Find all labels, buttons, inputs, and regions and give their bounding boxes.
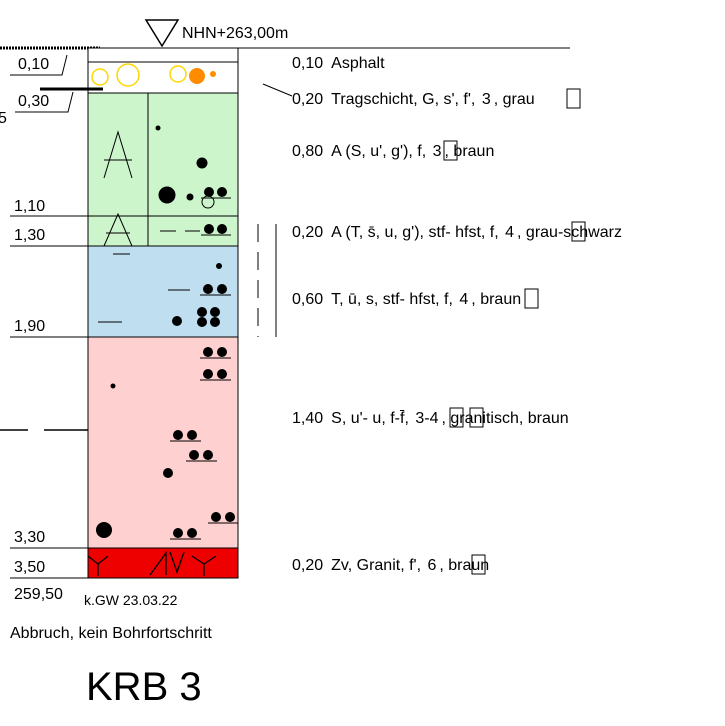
layer-description: 0,20 A (T, s̄, u, g'), stf- hfst, f, 4, g…: [292, 221, 622, 242]
depth-label: 0,10: [18, 56, 49, 73]
sand-pair-icon: [197, 317, 207, 327]
sand-pair-icon: [211, 512, 221, 522]
depth-line: [15, 91, 74, 113]
gravel-dot-icon: [96, 522, 112, 538]
class-box: [571, 221, 586, 242]
layer-description: 0,20 Tragschicht, G, s', f', 3, grau: [292, 88, 581, 109]
class-box: [449, 407, 464, 428]
depth-label: 3,30: [14, 529, 45, 546]
sand-pair-icon: [217, 347, 227, 357]
gravel-dot-icon: [196, 157, 208, 169]
sand-pair-icon: [187, 430, 197, 440]
depth-label: 1,90: [14, 318, 45, 335]
asphalt-dot-icon: [189, 68, 205, 84]
sand-pair-icon: [203, 284, 213, 294]
gravel-dot-icon: [172, 316, 182, 326]
class-box: [469, 407, 484, 428]
depth-label: 1,30: [14, 227, 45, 244]
depth-label: 3,50: [14, 559, 45, 576]
layer-description: 0,60 T, ū, s, stf- hfst, f, 4, braun: [292, 288, 539, 309]
layer-description: 0,80 A (S, u', g'), f, 3, braun: [292, 140, 494, 161]
depth-left-partial: 5: [0, 110, 7, 127]
sand-pair-icon: [189, 450, 199, 460]
layer-asphalt: [87, 47, 239, 63]
fill-a-symbol-icon: [103, 130, 133, 179]
bottom-elevation: 259,50: [14, 586, 63, 603]
gravel-dot-icon: [155, 125, 161, 131]
granite-symbol-icon: [169, 551, 185, 574]
sand-pair-icon: [217, 187, 227, 197]
sand-pair-icon: [203, 347, 213, 357]
layer-description: 0,20 Zv, Granit, f', 6, braun: [292, 554, 489, 575]
hollow-circle-icon: [201, 195, 215, 209]
sand-pair-icon: [204, 224, 214, 234]
granite-symbol-icon: [191, 555, 217, 576]
layer-description: 1,40 S, u'- u, f-f̄, 3-4, granitisch, bra…: [292, 407, 569, 428]
sand-pair-icon: [217, 224, 227, 234]
fill-a-symbol-icon: [103, 212, 133, 247]
sand-pair-icon: [217, 284, 227, 294]
layer-tragschicht: [87, 61, 239, 94]
class-box: [443, 140, 458, 161]
reference-level: NHN+263,00m: [182, 25, 288, 42]
asphalt-dot-icon: [210, 71, 216, 77]
class-box: [524, 288, 539, 309]
gravel-dot-icon: [163, 468, 173, 478]
granite-symbol-icon: [87, 555, 109, 576]
asphalt-circle-icon: [91, 68, 109, 86]
sand-pair-icon: [204, 187, 214, 197]
gravel-dot-icon: [216, 263, 222, 269]
sand-pair-icon: [210, 317, 220, 327]
sand-pair-icon: [217, 369, 227, 379]
layer-sand: [87, 336, 239, 549]
class-box: [566, 88, 581, 109]
svg-text:0,20A (T, s̄, u, g'), stf- hfs: 0,20 A (T, s̄, u, g'), stf- hfst, f, 4, g…: [292, 224, 622, 241]
level-triangle-icon: [144, 19, 180, 48]
groundwater-note: k.GW 23.03.22: [84, 592, 178, 608]
layer-granite: [87, 547, 239, 579]
granite-symbol-icon: [149, 551, 167, 576]
leader-line: [262, 83, 293, 97]
svg-text:0,80A (S, u', g'), f, 3, braun: 0,80 A (S, u', g'), f, 3, braun: [292, 143, 494, 160]
sand-pair-icon: [173, 430, 183, 440]
svg-text:1,40S, u'- u, f-f̄, 3-4, grani: 1,40 S, u'- u, f-f̄, 3-4, granitisch, bra…: [292, 410, 569, 427]
sand-pair-icon: [197, 307, 207, 317]
sand-pair-icon: [203, 369, 213, 379]
borehole-name: KRB 3: [86, 665, 202, 709]
gravel-dot-icon: [110, 383, 116, 389]
sand-pair-icon: [225, 512, 235, 522]
svg-text:0,60T, ū, s, stf- hfst, f, 4,: 0,60 T, ū, s, stf- hfst, f, 4, braun: [292, 291, 521, 308]
layer-description: 0,10 Asphalt: [292, 55, 385, 72]
sand-pair-icon: [203, 450, 213, 460]
asphalt-circle-icon: [169, 65, 187, 83]
sand-pair-icon: [173, 528, 183, 538]
depth-label: 1,10: [14, 198, 45, 215]
termination-note: Abbruch, kein Bohrfortschritt: [10, 625, 212, 642]
depth-label: 0,30: [18, 93, 49, 110]
sand-pair-icon: [210, 307, 220, 317]
asphalt-circle-icon: [116, 63, 140, 87]
gravel-dot-icon: [158, 186, 176, 204]
sand-pair-icon: [187, 528, 197, 538]
gravel-dot-icon: [186, 193, 194, 201]
class-box: [471, 554, 486, 575]
depth-line: [10, 54, 68, 76]
